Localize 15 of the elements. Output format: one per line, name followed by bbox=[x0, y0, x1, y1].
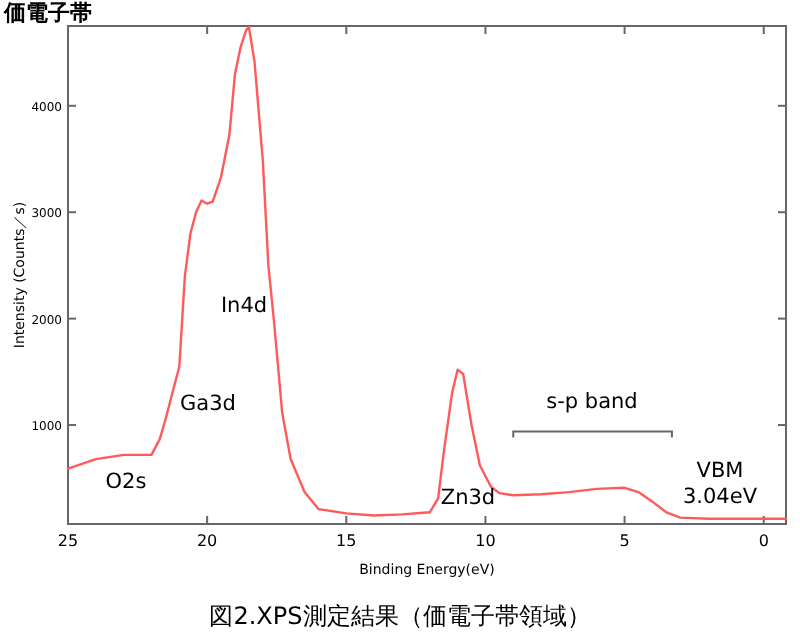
annotation: Zn3d bbox=[440, 486, 496, 510]
caption: 図2.XPS測定結果（価電子帯領域） bbox=[209, 602, 591, 630]
x-tick-label: 10 bbox=[475, 532, 496, 550]
chart-title: 価電子帯 bbox=[2, 0, 92, 26]
x-tick-label: 15 bbox=[336, 532, 357, 550]
x-tick-label: 5 bbox=[619, 532, 630, 550]
annotation: s-p band bbox=[546, 390, 638, 414]
annotation: VBM 3.04eV bbox=[682, 459, 759, 509]
annotation: Ga3d bbox=[180, 392, 236, 416]
x-tick-label: 20 bbox=[196, 532, 218, 550]
line-series bbox=[66, 25, 788, 520]
x-tick-label: 0 bbox=[758, 532, 769, 550]
x-tick-label: 25 bbox=[57, 532, 79, 550]
annotation: O2s bbox=[105, 470, 147, 494]
annotation: In4d bbox=[220, 294, 268, 318]
